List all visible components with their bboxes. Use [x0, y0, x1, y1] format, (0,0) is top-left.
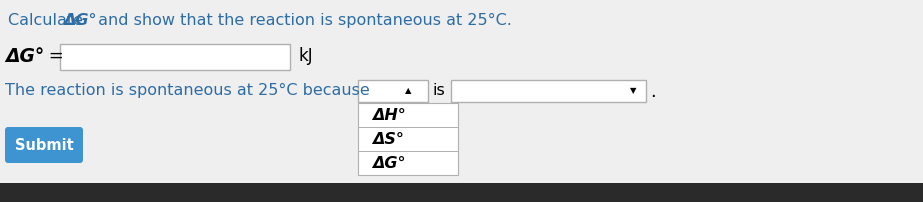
Text: Calculate: Calculate [8, 13, 88, 28]
Text: ΔH°: ΔH° [372, 107, 406, 122]
FancyBboxPatch shape [358, 103, 458, 175]
Text: ΔS°: ΔS° [372, 132, 404, 146]
Text: Submit: Submit [15, 138, 73, 153]
Text: kJ: kJ [298, 47, 313, 65]
Text: The reaction is spontaneous at 25°C because: The reaction is spontaneous at 25°C beca… [5, 83, 370, 98]
FancyBboxPatch shape [5, 127, 83, 163]
Text: ΔG°: ΔG° [63, 13, 97, 28]
FancyBboxPatch shape [60, 44, 290, 70]
Text: ▼: ▼ [629, 86, 636, 96]
Text: ▲: ▲ [405, 86, 412, 96]
Text: ΔG°: ΔG° [5, 47, 44, 66]
FancyBboxPatch shape [358, 80, 428, 102]
Text: .: . [650, 83, 655, 101]
Text: and show that the reaction is spontaneous at 25°C.: and show that the reaction is spontaneou… [93, 13, 512, 28]
FancyBboxPatch shape [0, 183, 923, 202]
Text: ΔG°: ΔG° [372, 156, 405, 170]
Text: =: = [43, 47, 64, 65]
Text: is: is [432, 83, 445, 98]
FancyBboxPatch shape [451, 80, 646, 102]
